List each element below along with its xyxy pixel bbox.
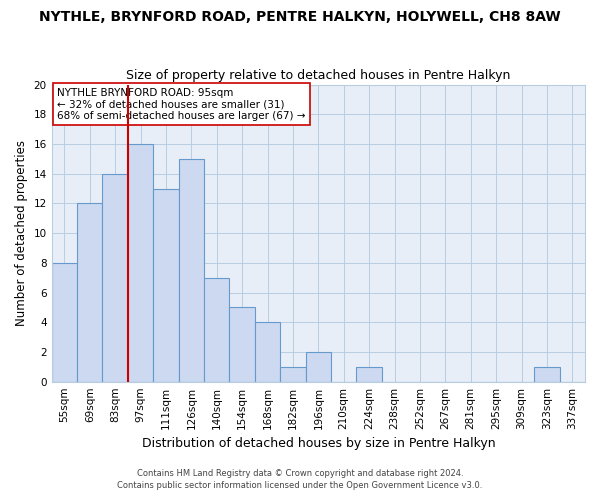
Bar [128,144,153,382]
Bar [305,352,331,382]
Bar [534,367,560,382]
Bar [103,174,128,382]
Bar [77,204,103,382]
Bar [255,322,280,382]
Text: NYTHLE BRYNFORD ROAD: 95sqm
← 32% of detached houses are smaller (31)
68% of sem: NYTHLE BRYNFORD ROAD: 95sqm ← 32% of det… [57,88,305,120]
Bar [229,308,255,382]
Bar [52,263,77,382]
Bar [356,367,382,382]
X-axis label: Distribution of detached houses by size in Pentre Halkyn: Distribution of detached houses by size … [142,437,495,450]
Text: NYTHLE, BRYNFORD ROAD, PENTRE HALKYN, HOLYWELL, CH8 8AW: NYTHLE, BRYNFORD ROAD, PENTRE HALKYN, HO… [39,10,561,24]
Y-axis label: Number of detached properties: Number of detached properties [15,140,28,326]
Title: Size of property relative to detached houses in Pentre Halkyn: Size of property relative to detached ho… [126,69,511,82]
Bar [280,367,305,382]
Bar [179,159,204,382]
Bar [204,278,229,382]
Text: Contains HM Land Registry data © Crown copyright and database right 2024.
Contai: Contains HM Land Registry data © Crown c… [118,468,482,490]
Bar [153,188,179,382]
